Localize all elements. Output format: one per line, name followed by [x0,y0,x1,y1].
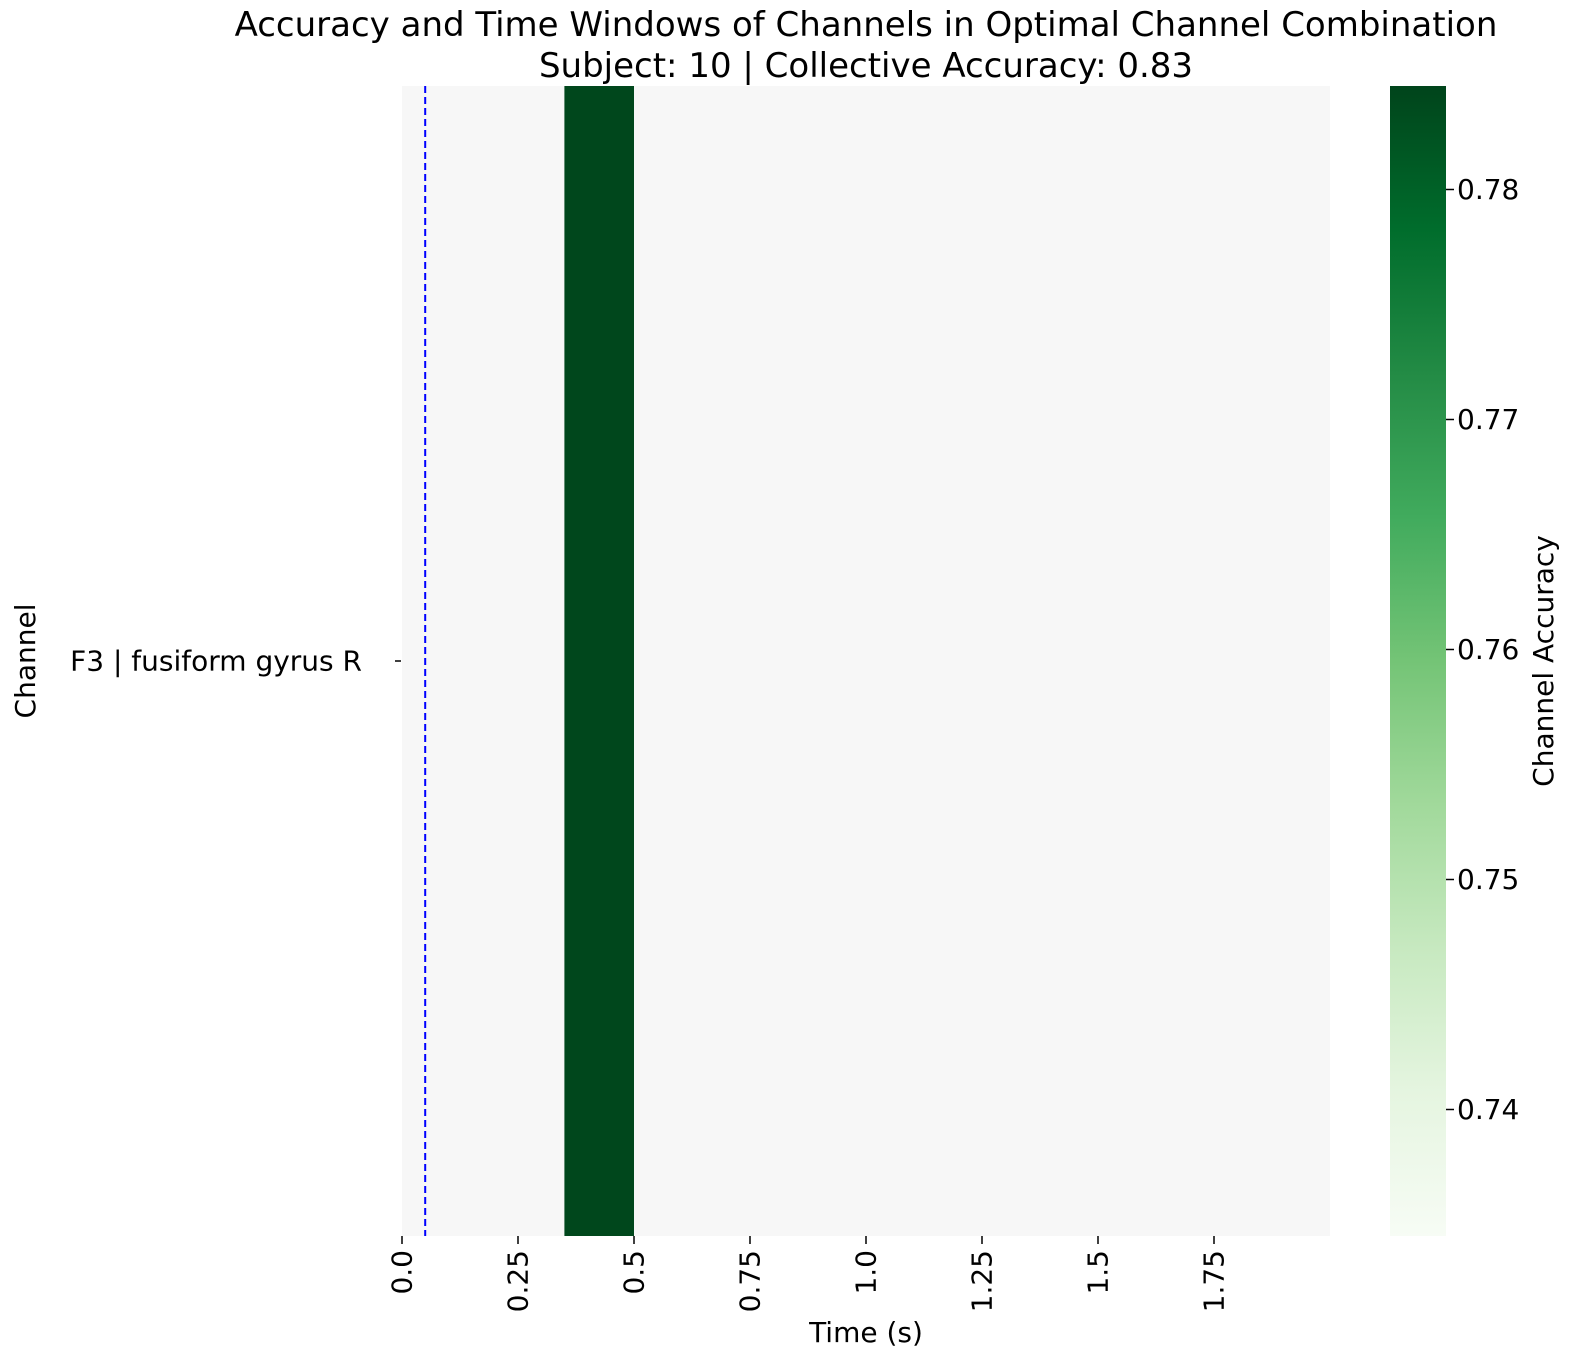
plot-area [402,86,1330,1236]
colorbar-label: Channel Accuracy [1527,535,1560,787]
colorbar-ticks: 0.74 0.75 0.76 0.77 0.78 [1446,173,1519,1126]
x-axis-ticks: 0.0 0.25 0.5 0.75 1.0 1.25 1.5 1.75 [386,1236,1231,1312]
x-tick-label: 0.25 [502,1250,535,1312]
colorbar-tick-label: 0.76 [1457,633,1519,666]
x-tick-label: 1.5 [1082,1250,1115,1295]
heatmap-background [402,86,1330,1236]
colorbar-tick-label: 0.78 [1457,173,1519,206]
chart-subtitle: Subject: 10 | Collective Accuracy: 0.83 [539,46,1193,86]
chart-title: Accuracy and Time Windows of Channels in… [235,5,1498,45]
colorbar-gradient [1390,86,1446,1236]
colorbar-tick-label: 0.74 [1457,1093,1519,1126]
y-axis-label: Channel [9,604,42,719]
x-tick-label: 1.0 [850,1250,883,1295]
x-tick-label: 0.75 [734,1250,767,1312]
colorbar-tick-label: 0.77 [1457,403,1519,436]
x-tick-label: 1.75 [1198,1250,1231,1312]
colorbar [1390,86,1446,1236]
x-tick-label: 0.0 [386,1250,419,1295]
colorbar-tick-label: 0.75 [1457,863,1519,896]
y-tick-label: F3 | fusiform gyrus R [70,645,362,678]
x-tick-label: 0.5 [618,1250,651,1295]
x-axis-label: Time (s) [808,1316,923,1349]
heatmap-cell-0 [564,86,634,1236]
x-tick-label: 1.25 [966,1250,999,1312]
y-axis-ticks: F3 | fusiform gyrus R [70,645,401,678]
